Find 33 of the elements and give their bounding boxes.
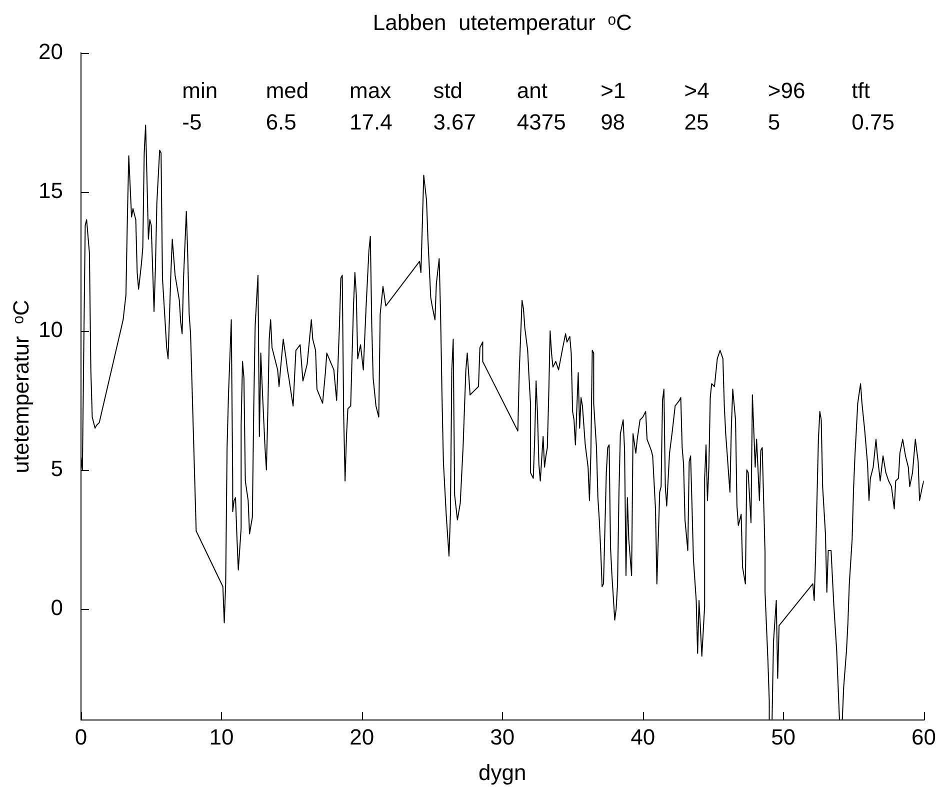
x-tick-label: 40: [630, 724, 656, 750]
annotation: 3.67: [433, 109, 476, 134]
y-tick-label: 0: [50, 594, 63, 620]
x-tick-label: 50: [771, 724, 796, 750]
annotation: 17.4: [350, 109, 392, 134]
annotation: tft: [852, 78, 870, 103]
annotation: -5: [182, 109, 202, 134]
x-tick-label: 10: [209, 724, 234, 750]
x-tick-label: 20: [350, 724, 374, 750]
x-tick-label: 0: [74, 724, 88, 750]
annotation: 4375: [516, 109, 566, 134]
y-tick-label: 10: [38, 316, 63, 342]
annotation: 6.5: [266, 109, 296, 134]
annotation: 5: [768, 109, 780, 134]
y-tick-label: 20: [38, 39, 63, 64]
y-tick-label: 5: [50, 456, 63, 481]
annotation: max: [350, 78, 392, 103]
y-axis-title: utetemperatur ᵒC: [8, 300, 34, 474]
annotation: med: [266, 78, 309, 103]
x-axis-title: dygn: [478, 760, 526, 785]
annotation: min: [182, 78, 218, 103]
x-tick-label: 60: [912, 724, 936, 750]
annotation: >1: [600, 78, 626, 103]
annotation: ant: [516, 78, 548, 103]
annotation: >4: [684, 78, 710, 103]
annotation: >96: [768, 78, 806, 103]
chart-title: Labben utetemperatur ᵒC: [372, 10, 632, 36]
y-tick-label: 15: [38, 178, 63, 204]
annotation: 0.75: [852, 109, 894, 134]
annotation: std: [433, 78, 463, 103]
annotation: 98: [600, 109, 626, 134]
annotation: 25: [684, 109, 709, 134]
x-tick-label: 30: [490, 724, 515, 750]
